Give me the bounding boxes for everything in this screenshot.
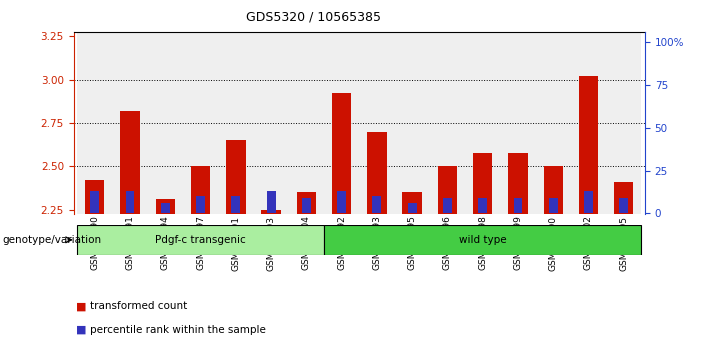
Bar: [579, 76, 598, 214]
Text: percentile rank within the sample: percentile rank within the sample: [90, 325, 266, 335]
Bar: [478, 198, 487, 213]
Bar: [156, 199, 175, 214]
Bar: [77, 225, 324, 255]
Bar: [402, 193, 422, 214]
Bar: [302, 198, 311, 213]
Bar: [231, 196, 240, 213]
Bar: [254, 32, 289, 214]
Bar: [437, 166, 457, 214]
Bar: [430, 32, 465, 214]
Bar: [571, 32, 606, 214]
Bar: [514, 198, 522, 213]
Bar: [85, 180, 104, 214]
Bar: [218, 32, 254, 214]
Bar: [337, 191, 346, 213]
Bar: [196, 196, 205, 213]
Bar: [183, 32, 218, 214]
Bar: [112, 32, 148, 214]
Bar: [536, 32, 571, 214]
Bar: [465, 32, 501, 214]
Text: GDS5320 / 10565385: GDS5320 / 10565385: [246, 11, 381, 24]
Bar: [121, 111, 139, 214]
Bar: [549, 198, 557, 213]
Bar: [324, 32, 360, 214]
Bar: [359, 32, 395, 214]
Bar: [367, 132, 386, 214]
Bar: [261, 210, 281, 214]
Bar: [125, 191, 135, 213]
Text: ■: ■: [76, 301, 86, 311]
Bar: [332, 93, 351, 214]
Bar: [90, 191, 99, 213]
Bar: [443, 198, 452, 213]
Bar: [148, 32, 183, 214]
Bar: [226, 141, 245, 214]
Text: Pdgf-c transgenic: Pdgf-c transgenic: [155, 235, 246, 245]
Text: ■: ■: [76, 325, 86, 335]
Bar: [584, 191, 593, 213]
Bar: [395, 32, 430, 214]
Bar: [324, 225, 641, 255]
Bar: [289, 32, 324, 214]
Bar: [408, 203, 416, 213]
Bar: [508, 153, 528, 214]
Text: wild type: wild type: [459, 235, 507, 245]
Bar: [543, 166, 563, 214]
Text: transformed count: transformed count: [90, 301, 187, 311]
Bar: [372, 196, 381, 213]
Bar: [161, 203, 170, 213]
Bar: [297, 193, 316, 214]
Bar: [614, 182, 634, 214]
Bar: [191, 166, 210, 214]
Bar: [77, 32, 112, 214]
Text: genotype/variation: genotype/variation: [2, 235, 101, 245]
Bar: [473, 153, 492, 214]
Bar: [501, 32, 536, 214]
Bar: [606, 32, 641, 214]
Bar: [266, 191, 275, 213]
Bar: [620, 198, 628, 213]
